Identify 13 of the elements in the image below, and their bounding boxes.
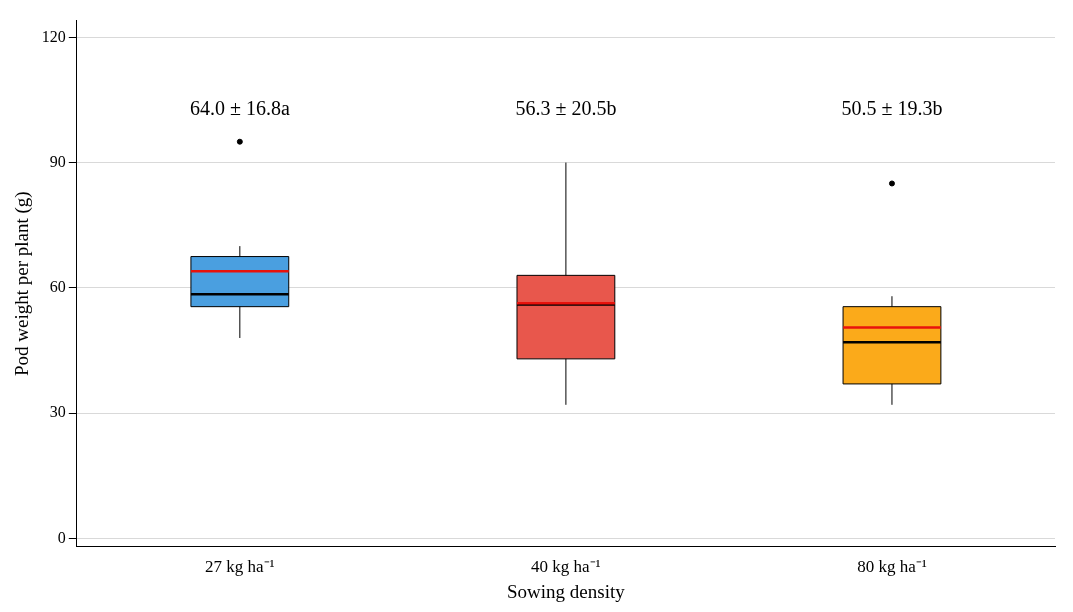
- y-tick-label: 120: [41, 27, 66, 45]
- annotation: 50.5 ± 19.3b: [841, 97, 943, 120]
- y-tick-label: 0: [57, 528, 66, 546]
- x-tick-label: 80 kg ha⁻¹: [857, 557, 927, 577]
- y-axis-title: Pod weight per plant (g): [11, 191, 34, 377]
- x-tick-label: 40 kg ha⁻¹: [531, 557, 601, 577]
- annotation: 64.0 ± 16.8a: [189, 97, 290, 120]
- x-axis-title: Sowing density: [507, 580, 626, 602]
- y-tick-label: 60: [49, 278, 66, 296]
- y-tick-label: 30: [49, 403, 66, 421]
- x-tick-label: 27 kg ha⁻¹: [205, 557, 275, 577]
- annotation: 56.3 ± 20.5b: [515, 97, 617, 120]
- y-tick-label: 90: [49, 152, 66, 170]
